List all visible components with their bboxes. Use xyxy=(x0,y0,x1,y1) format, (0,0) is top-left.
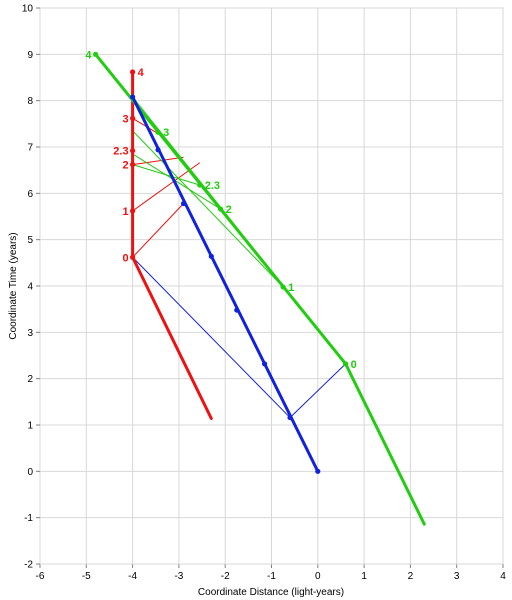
red-event-point xyxy=(130,115,136,121)
red-event-point xyxy=(130,148,136,154)
red-event-label: 1 xyxy=(122,206,128,218)
green-event-label: 3 xyxy=(163,127,169,139)
blue-worldline xyxy=(131,95,320,473)
x-tick-label: -2 xyxy=(221,571,230,582)
x-tick-label: -3 xyxy=(174,571,183,582)
y-tick-label: 7 xyxy=(27,143,33,154)
blue-event-point xyxy=(130,94,136,100)
red-projection-line xyxy=(132,203,184,258)
green-projection-line xyxy=(132,164,200,186)
red-event-point xyxy=(130,69,136,75)
x-tick-label: 1 xyxy=(361,571,367,582)
x-tick-label: -4 xyxy=(128,571,137,582)
blue-event-point xyxy=(234,307,240,313)
x-tick-label: -5 xyxy=(82,571,91,582)
x-tick-label: 0 xyxy=(315,571,321,582)
y-tick-label: 2 xyxy=(27,374,33,385)
blue-projection-line xyxy=(289,363,346,418)
red-event-label: 2 xyxy=(122,160,128,172)
blue-event-point xyxy=(208,253,214,259)
green-event-point xyxy=(92,51,99,57)
grid xyxy=(36,7,504,568)
blue-event-point xyxy=(155,147,161,153)
green-event-label: 0 xyxy=(351,359,357,371)
green-event-point xyxy=(280,284,286,290)
blue-projection-line xyxy=(132,256,291,418)
y-tick-labels: -2 -1 0 1 2 3 4 5 6 7 8 9 10 xyxy=(22,4,34,571)
green-event-point xyxy=(342,361,349,367)
red-event-label: 2.3 xyxy=(113,146,128,158)
x-tick-label: 2 xyxy=(408,571,414,582)
y-tick-label: 9 xyxy=(27,50,33,61)
y-tick-label: 3 xyxy=(27,328,33,339)
red-event-label: 0 xyxy=(122,252,128,264)
event-points xyxy=(92,51,349,474)
x-tick-label: -1 xyxy=(267,571,276,582)
x-tick-label: 4 xyxy=(500,571,506,582)
green-event-label: 1 xyxy=(288,282,294,294)
y-tick-label: 5 xyxy=(27,235,33,246)
red-event-label: 3 xyxy=(122,113,128,125)
green-event-label: 2 xyxy=(226,204,232,216)
y-tick-label: 0 xyxy=(27,467,33,478)
y-tick-label: -2 xyxy=(24,560,33,571)
event-labels: 0 1 2 2.3 3 4 0 1 2 2.3 3 4 xyxy=(85,49,356,371)
red-event-point xyxy=(130,208,136,214)
x-tick-label: 3 xyxy=(454,571,460,582)
green-event-label: 2.3 xyxy=(205,180,220,192)
y-tick-label: 1 xyxy=(27,421,33,432)
red-event-point xyxy=(130,254,136,260)
blue-event-point xyxy=(287,414,293,421)
green-event-point xyxy=(155,129,161,135)
x-tick-labels: -6 -5 -4 -3 -2 -1 0 1 2 3 4 xyxy=(36,571,507,582)
red-worldline xyxy=(131,255,213,421)
y-tick-label: 10 xyxy=(22,4,34,15)
y-axis-title: Coordinate Time (years) xyxy=(8,232,19,339)
green-event-label: 4 xyxy=(85,49,92,61)
y-tick-label: 8 xyxy=(27,96,33,107)
green-projection-line xyxy=(132,130,284,288)
y-tick-label: 4 xyxy=(27,282,33,293)
green-event-point xyxy=(197,182,203,188)
y-tick-label: 6 xyxy=(27,189,33,200)
red-projection-line xyxy=(132,117,157,133)
x-axis-title: Coordinate Distance (light-years) xyxy=(198,587,344,598)
y-tick-label: -1 xyxy=(24,513,33,524)
green-event-point xyxy=(217,206,224,212)
red-event-point xyxy=(130,162,136,168)
x-tick-label: -6 xyxy=(36,571,45,582)
red-projection-line xyxy=(132,156,184,166)
blue-event-point xyxy=(261,361,268,367)
green-projection-line xyxy=(132,153,221,210)
blue-event-point xyxy=(180,200,187,207)
blue-event-point xyxy=(315,468,321,474)
red-event-label: 4 xyxy=(138,67,145,79)
